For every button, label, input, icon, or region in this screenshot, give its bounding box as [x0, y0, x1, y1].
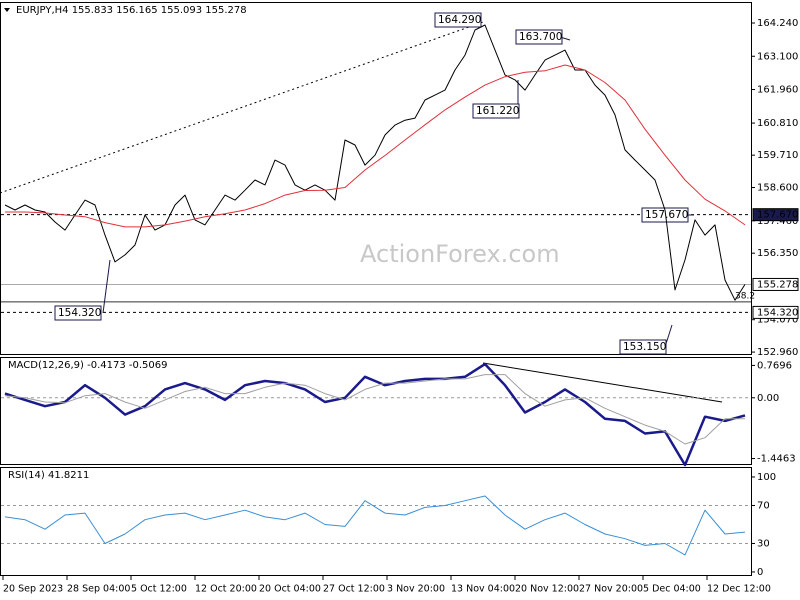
- x-tick-label: 27 Nov 20:00: [579, 584, 643, 595]
- level-label: 157.670: [757, 210, 798, 221]
- panel-title: RSI(14) 41.8211: [8, 470, 89, 481]
- x-tick-label: 5 Oct 12:00: [131, 584, 187, 595]
- level-label-box: [752, 277, 799, 291]
- series-line: [4, 24, 746, 301]
- y-tick-label: 164.240: [757, 18, 798, 29]
- trendline: [0, 21, 484, 194]
- y-tick-label: 157.460: [757, 216, 798, 227]
- annotation-box: [54, 305, 102, 321]
- y-tick-label: 0.7696: [757, 360, 792, 371]
- x-tick-label: 3 Nov 20:00: [387, 584, 445, 595]
- y-tick-label: 161.960: [757, 85, 798, 96]
- annotation-link: [102, 259, 111, 314]
- annotation-box: [472, 103, 520, 119]
- y-tick-label: 70: [757, 500, 770, 511]
- macd-trendline: [482, 362, 723, 403]
- y-tick-label: 100: [757, 472, 776, 483]
- y-tick-label: -1.4463: [757, 454, 796, 465]
- panel-title: MACD(12,26,9) -0.4173 -0.5069: [8, 360, 168, 371]
- rsi-panel: [0, 467, 752, 576]
- panel-title: EURJPY,H4 155.833 156.165 155.093 155.27…: [16, 5, 247, 16]
- fib-label: 38.2: [735, 291, 755, 301]
- annotation: 153.150: [623, 341, 666, 353]
- y-tick-label: 0: [757, 567, 763, 578]
- annotation-box: [641, 207, 689, 223]
- y-tick-label: 160.810: [757, 118, 798, 129]
- series-line: [4, 374, 745, 445]
- series-line: [4, 362, 746, 467]
- y-tick-label: 154.070: [757, 315, 798, 326]
- series-line: [5, 64, 746, 228]
- annotation-box: [619, 339, 667, 355]
- series-line: [4, 495, 746, 556]
- x-tick-label: 28 Sep 04:00: [67, 584, 130, 595]
- level-label-box: [752, 305, 799, 319]
- y-tick-label: 163.100: [757, 51, 798, 62]
- y-tick-label: 0.00: [757, 393, 779, 404]
- annotation: 164.290: [438, 14, 481, 26]
- level-label: 154.320: [757, 307, 798, 318]
- annotation-box: [515, 29, 563, 45]
- level-label-box: [752, 208, 799, 222]
- x-tick-label: 20 Oct 04:00: [259, 584, 321, 595]
- macd-panel: [0, 357, 752, 465]
- watermark: ActionForex.com: [360, 240, 560, 268]
- y-tick-label: 30: [757, 538, 770, 549]
- annotation: 154.320: [58, 307, 101, 319]
- x-tick-label: 20 Nov 12:00: [515, 584, 579, 595]
- x-tick-label: 27 Oct 12:00: [323, 584, 385, 595]
- annotation-box: [434, 12, 482, 28]
- y-tick-label: 156.350: [757, 248, 798, 259]
- x-tick-label: 5 Dec 04:00: [643, 584, 701, 595]
- price-panel: [0, 2, 752, 355]
- x-tick-label: 12 Oct 20:00: [195, 584, 257, 595]
- y-tick-label: 159.710: [757, 150, 798, 161]
- x-tick-label: 12 Dec 12:00: [707, 584, 771, 595]
- annotation: 163.700: [519, 31, 562, 43]
- annotation: 161.220: [476, 105, 519, 117]
- x-tick-label: 13 Nov 04:00: [451, 584, 515, 595]
- y-tick-label: 152.960: [757, 347, 798, 358]
- level-label: 155.278: [757, 279, 798, 290]
- menu-arrow: [4, 8, 10, 12]
- annotation: 157.670: [645, 209, 688, 221]
- y-tick-label: 158.600: [757, 183, 798, 194]
- x-tick-label: 20 Sep 2023: [3, 584, 63, 595]
